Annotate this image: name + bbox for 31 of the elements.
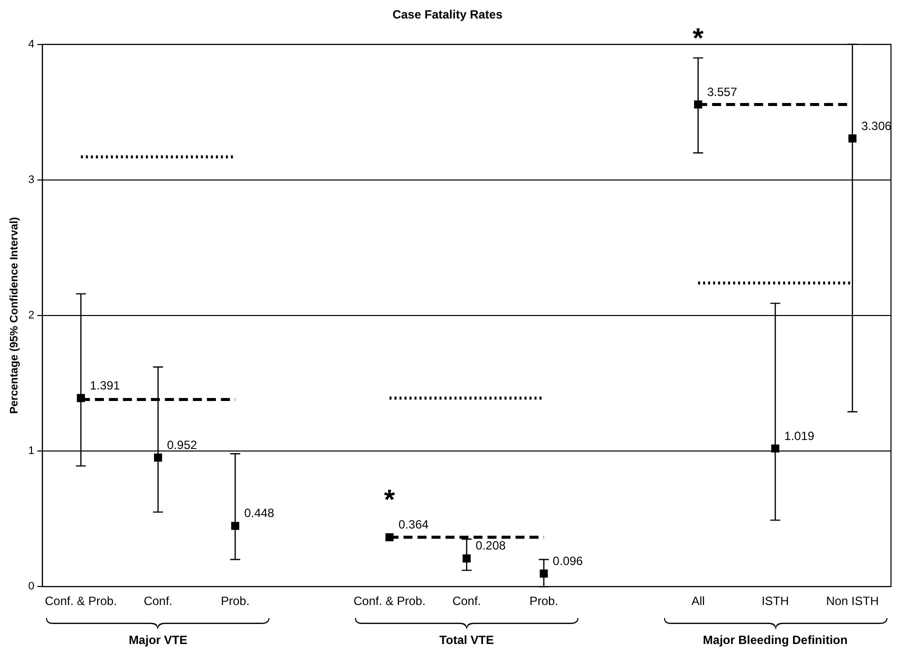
data-label: 1.019 <box>784 428 815 443</box>
x-tick-label: Conf. <box>144 594 172 608</box>
data-label: 1.391 <box>90 378 120 392</box>
data-label: 0.448 <box>244 506 275 520</box>
x-tick-label: Conf. <box>452 594 482 608</box>
text: Major VTE <box>128 632 188 647</box>
y-axis-title: Percentage (95% Confidence Interval) <box>8 216 21 414</box>
x-tick-label: Prob. <box>529 594 558 608</box>
x-tick-label: All <box>691 594 705 608</box>
data-label: 0.952 <box>167 438 198 452</box>
data-label: 3.306 <box>861 118 892 133</box>
x-tick-label: Conf. & Prob. <box>44 594 117 608</box>
point <box>385 533 394 542</box>
y-tick-label: 0 <box>28 580 34 593</box>
x-tick-label: Conf. & Prob. <box>353 594 426 608</box>
data-label: 0.208 <box>476 538 506 553</box>
text: Major Bleeding Definition <box>702 632 849 647</box>
data-label: 3.557 <box>707 84 738 99</box>
x-tick-label: Prob. <box>220 594 250 608</box>
x-tick-label: ISTH <box>762 594 789 608</box>
data-label: 0.096 <box>552 554 584 568</box>
annotation: * <box>384 484 396 515</box>
y-tick-label: 1 <box>28 445 34 458</box>
y-tick-label: 2 <box>28 310 34 322</box>
y-tick-label: 3 <box>28 174 34 186</box>
annotation: * <box>692 22 704 54</box>
text: Total VTE <box>438 632 495 647</box>
x-tick-label: Non ISTH <box>826 594 879 608</box>
data-label: 0.364 <box>398 518 429 532</box>
chart-title: Case Fatality Rates <box>392 8 503 22</box>
y-tick-label: 4 <box>28 38 34 50</box>
